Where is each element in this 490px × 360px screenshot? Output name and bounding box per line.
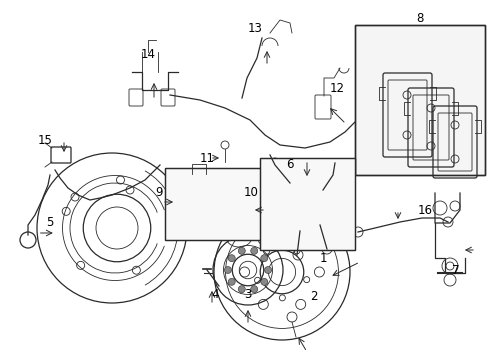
Text: 14: 14 xyxy=(141,49,155,62)
Circle shape xyxy=(228,255,235,262)
Text: 3: 3 xyxy=(245,288,252,302)
Text: 5: 5 xyxy=(46,216,53,229)
Circle shape xyxy=(261,278,268,285)
Bar xyxy=(165,168,270,240)
Circle shape xyxy=(251,285,258,293)
Text: 13: 13 xyxy=(247,22,263,35)
Bar xyxy=(165,168,270,240)
Circle shape xyxy=(265,266,271,274)
Text: 10: 10 xyxy=(244,185,259,198)
Circle shape xyxy=(261,255,268,262)
Circle shape xyxy=(238,285,245,293)
Bar xyxy=(260,158,355,250)
Circle shape xyxy=(224,266,231,274)
Bar xyxy=(355,25,485,175)
Text: 6: 6 xyxy=(286,158,294,171)
Text: 7: 7 xyxy=(452,264,460,276)
Text: 2: 2 xyxy=(310,289,318,302)
Text: 1: 1 xyxy=(320,252,327,265)
Text: 16: 16 xyxy=(418,203,433,216)
Circle shape xyxy=(228,278,235,285)
Text: 8: 8 xyxy=(416,12,424,24)
Text: 12: 12 xyxy=(330,81,345,94)
Bar xyxy=(260,158,355,250)
Circle shape xyxy=(238,247,245,255)
Text: 11: 11 xyxy=(200,152,215,165)
Circle shape xyxy=(251,247,258,255)
Bar xyxy=(355,25,485,175)
Text: 15: 15 xyxy=(38,134,53,147)
Text: 4: 4 xyxy=(211,288,219,302)
Text: 9: 9 xyxy=(155,185,163,198)
